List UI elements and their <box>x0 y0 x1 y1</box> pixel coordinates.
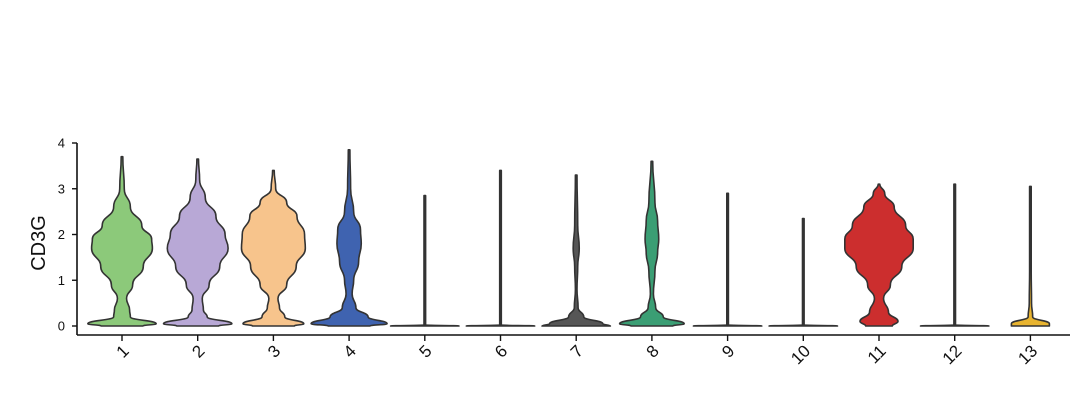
x-tick-label: 4 <box>340 341 360 361</box>
x-tick-label: 5 <box>415 341 435 361</box>
violin-8 <box>618 160 685 327</box>
y-tick-label: 0 <box>58 319 65 334</box>
y-tick-label: 2 <box>58 227 65 242</box>
violins-layer <box>87 149 1051 327</box>
x-tick-label: 10 <box>787 341 814 368</box>
y-tick-label: 4 <box>58 136 65 151</box>
x-tick-label: 9 <box>718 341 738 361</box>
violin-4 <box>310 149 388 327</box>
x-tick-label: 3 <box>264 341 284 361</box>
y-ticks: 0 1 2 3 4 <box>58 136 77 334</box>
violin-12 <box>919 183 990 327</box>
violin-10 <box>768 217 839 327</box>
violin-3 <box>240 169 307 327</box>
x-tick-label: 2 <box>188 341 208 361</box>
violin-1 <box>87 155 157 327</box>
x-tick-label: 7 <box>567 341 587 361</box>
violin-13 <box>1010 185 1051 327</box>
y-axis-title: CD3G <box>28 215 50 271</box>
violin-9 <box>692 192 763 327</box>
violin-2 <box>162 158 233 327</box>
x-ticks: 1 2 3 4 5 6 7 8 9 10 11 12 13 <box>113 335 1041 368</box>
y-tick-label: 1 <box>58 273 65 288</box>
x-tick-label: 8 <box>643 341 663 361</box>
violin-7 <box>541 174 612 327</box>
violin-6 <box>465 169 536 327</box>
y-tick-label: 3 <box>58 181 65 196</box>
x-tick-label: 13 <box>1014 341 1041 368</box>
violin-11 <box>843 183 914 327</box>
x-tick-label: 11 <box>864 341 890 367</box>
x-tick-label: 12 <box>939 341 966 368</box>
x-tick-label: 1 <box>113 341 133 361</box>
violin-5 <box>389 194 460 327</box>
x-tick-label: 6 <box>491 341 511 361</box>
